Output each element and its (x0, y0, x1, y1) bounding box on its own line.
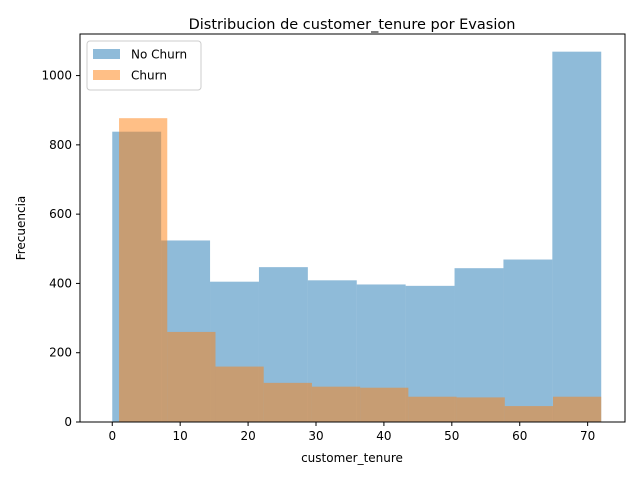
x-axis-ticks: 0 10 20 30 40 50 60 70 (108, 422, 595, 443)
x-tick-label: 30 (308, 429, 323, 443)
bar-churn-6 (408, 396, 457, 422)
x-tick-label: 70 (580, 429, 595, 443)
bar-churn-3 (263, 382, 312, 422)
legend: No Churn Churn (86, 40, 202, 91)
y-tick-label: 0 (64, 415, 72, 429)
bar-churn-9 (553, 396, 602, 422)
x-tick-label: 0 (108, 429, 116, 443)
x-tick-label: 60 (512, 429, 527, 443)
x-tick-label: 50 (444, 429, 459, 443)
x-tick-label: 10 (173, 429, 188, 443)
plot-frame (79, 33, 626, 423)
bar-churn-5 (360, 387, 409, 422)
bar-churn-4 (311, 386, 361, 422)
bar-churn-1 (167, 331, 216, 422)
x-tick-label: 40 (376, 429, 391, 443)
bar-churn-8 (504, 406, 554, 422)
x-axis-label: customer_tenure (301, 451, 403, 465)
legend-label: No Churn (131, 48, 187, 62)
y-tick-label: 600 (49, 207, 72, 221)
legend-swatch-churn (93, 70, 120, 80)
legend-swatch-no-churn (93, 49, 120, 59)
y-tick-label: 800 (49, 138, 72, 152)
y-axis-label: Frecuencia (14, 196, 28, 261)
x-tick-label: 20 (240, 429, 255, 443)
chart-title: Distribucion de customer_tenure por Evas… (189, 17, 516, 33)
y-tick-label: 200 (49, 346, 72, 360)
y-tick-label: 400 (49, 276, 72, 290)
bar-no-churn-9 (552, 51, 602, 423)
bar-churn-7 (456, 397, 505, 422)
y-axis-ticks: 0 200 400 600 800 1000 (41, 69, 80, 429)
y-tick-label: 1000 (41, 69, 72, 83)
bar-no-churn-7 (454, 268, 504, 422)
bars-layer (112, 51, 602, 423)
bar-churn-2 (215, 366, 264, 422)
bar-churn-0 (119, 118, 168, 423)
legend-label: Churn (131, 69, 167, 83)
bar-no-churn-8 (503, 259, 553, 422)
